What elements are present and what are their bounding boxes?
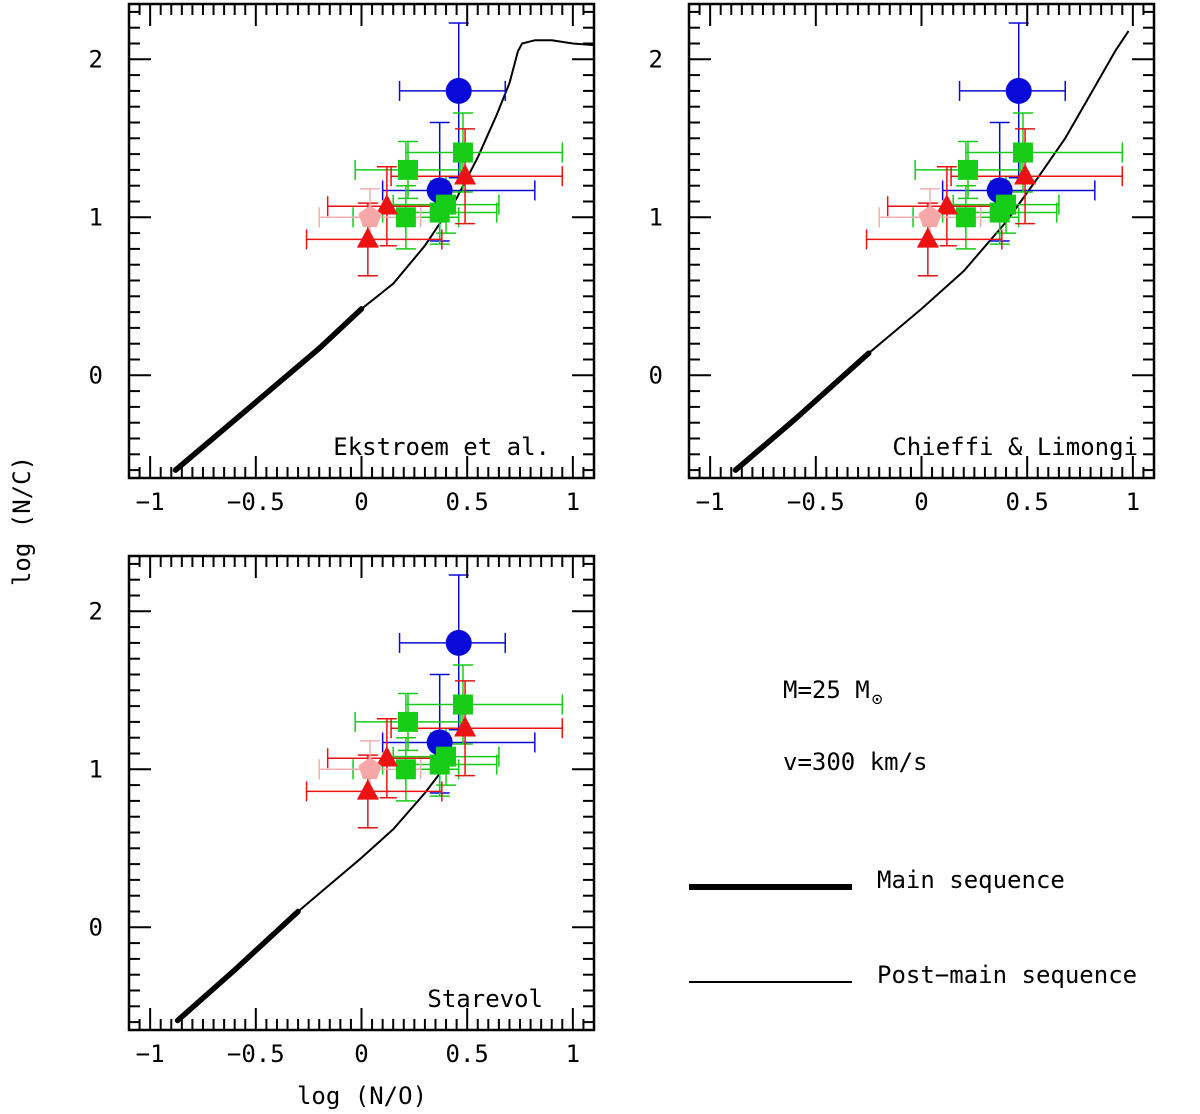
y-tick-label: 0: [89, 361, 103, 389]
data-point-green: [452, 142, 473, 163]
x-tick-label: 0.5: [446, 488, 489, 516]
mass-text: M=25 M: [783, 676, 870, 704]
data-point-red: [356, 227, 379, 248]
y-tick-label: 2: [89, 45, 103, 73]
main-sequence-curve: [732, 350, 872, 473]
solar-symbol: ⊙: [872, 689, 883, 710]
svg-text:M=25 M⊙: M=25 M ⊙: [783, 676, 883, 710]
data-point-pink: [358, 757, 382, 779]
data-point-red: [1014, 164, 1037, 185]
x-tick-label: −0.5: [227, 1040, 285, 1068]
mass-annotation: M=25 M ⊙: [783, 676, 883, 710]
data-point-green: [452, 694, 473, 715]
x-tick-label: 0.5: [1006, 488, 1049, 516]
y-tick-label: 0: [89, 913, 103, 941]
data-point-blue: [445, 77, 472, 104]
data-point-green: [436, 746, 457, 767]
legend-label-post-main-sequence: Post−main sequence: [877, 961, 1137, 989]
data-point-pink: [918, 205, 942, 227]
x-tick-label: −0.5: [787, 488, 845, 516]
y-tick-label: 0: [649, 361, 663, 389]
data-point-green: [1012, 142, 1033, 163]
x-tick-label: −1: [136, 1040, 165, 1068]
data-point-red: [916, 227, 939, 248]
x-tick-label: 1: [566, 488, 580, 516]
y-axis-title: log (N/C): [8, 456, 36, 586]
panel-title: Starevol: [427, 985, 543, 1013]
x-tick-label: 0: [914, 488, 928, 516]
post-main-sequence-curve: [868, 30, 1130, 354]
post-main-sequence-curve: [360, 39, 595, 310]
y-tick-label: 2: [89, 597, 103, 625]
x-tick-label: −0.5: [227, 488, 285, 516]
panel-ekstroem: −1 −0.5 0 0.5 1 0 1 2 Ekstroem et al.: [89, 2, 596, 516]
x-tick-label: −1: [136, 488, 165, 516]
post-main-sequence-curve: [297, 770, 443, 913]
data-point-blue: [1005, 77, 1032, 104]
y-tick-label: 2: [649, 45, 663, 73]
data-point-red: [935, 194, 958, 215]
error-bar-green: [965, 112, 1124, 193]
data-point-red: [375, 746, 398, 767]
x-tick-label: 0: [354, 1040, 368, 1068]
data-point-red: [454, 164, 477, 185]
data-point-green: [436, 194, 457, 215]
data-point-green: [958, 159, 978, 180]
data-point-blue: [445, 629, 472, 656]
x-tick-label: 1: [566, 1040, 580, 1068]
data-point-green: [395, 207, 416, 228]
legend-label-main-sequence: Main sequence: [877, 866, 1065, 894]
y-tick-label: 1: [649, 203, 663, 231]
panel-chieffi-limongi: −1 −0.5 0 0.5 1 0 1 2 Chieffi & Limongi: [649, 2, 1156, 516]
x-tick-label: 1: [1126, 488, 1140, 516]
velocity-annotation: v=300 km/s: [783, 748, 928, 776]
data-point-red: [375, 194, 398, 215]
data-point-red: [454, 716, 477, 737]
panel-starevol: −1 −0.5 0 0.5 1 0 1 2 Starevol: [89, 554, 596, 1068]
data-point-green: [398, 159, 418, 180]
data-point-pink: [358, 205, 382, 227]
y-tick-label: 1: [89, 203, 103, 231]
main-sequence-curve: [174, 908, 301, 1024]
legend: Main sequence Post−main sequence: [689, 866, 1137, 989]
data-point-green: [398, 711, 418, 732]
error-bar-green: [405, 664, 564, 745]
data-point-green: [996, 194, 1017, 215]
y-tick-label: 1: [89, 755, 103, 783]
x-tick-label: 0: [354, 488, 368, 516]
x-axis-title: log (N/O): [297, 1082, 427, 1110]
data-point-green: [395, 759, 416, 780]
main-sequence-curve: [172, 306, 365, 473]
data-point-red: [356, 779, 379, 800]
data-point-green: [955, 207, 976, 228]
x-tick-label: −1: [696, 488, 725, 516]
panel-title: Ekstroem et al.: [333, 433, 550, 461]
panel-title: Chieffi & Limongi: [892, 433, 1138, 461]
x-tick-label: 0.5: [446, 1040, 489, 1068]
error-bar-green: [405, 112, 564, 193]
